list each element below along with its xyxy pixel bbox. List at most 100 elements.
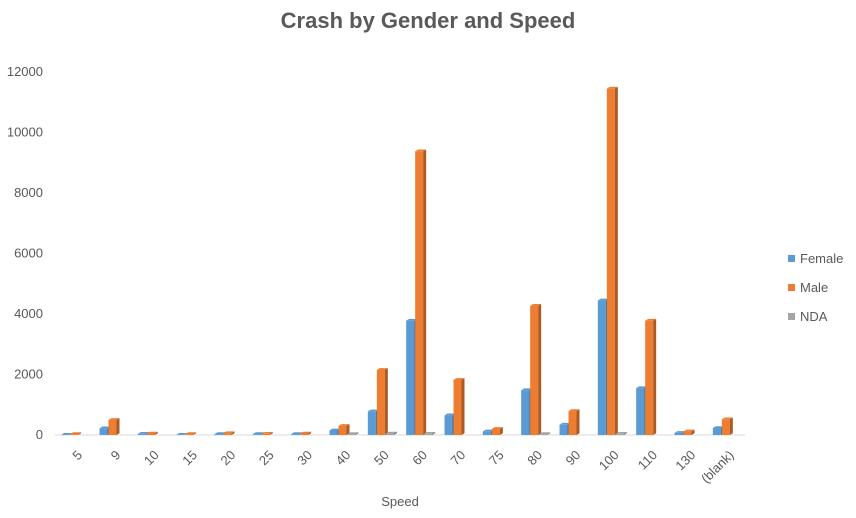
legend-label: NDA <box>800 309 828 324</box>
bar-side <box>538 304 542 435</box>
bar-top <box>338 424 350 426</box>
x-tick-label: 5 <box>69 447 85 463</box>
bar-top <box>530 304 542 306</box>
bar-face <box>539 434 548 435</box>
bar-side <box>116 418 120 435</box>
bar-face <box>645 320 654 435</box>
bar-male-100 <box>606 86 618 436</box>
x-tick-label: 110 <box>635 447 660 472</box>
bar-top <box>214 432 226 435</box>
bar-face <box>424 433 433 435</box>
x-tick-label: 25 <box>256 447 277 468</box>
bar-side <box>576 409 580 435</box>
bar-side <box>461 378 465 435</box>
bar-face <box>367 411 376 435</box>
bar-top <box>291 432 303 435</box>
legend-item-male: Male <box>788 280 828 295</box>
bar-male-30 <box>300 431 312 435</box>
bar-side <box>346 424 350 435</box>
bar-top <box>415 149 427 152</box>
bar-side <box>154 431 158 435</box>
bar-face <box>223 433 232 435</box>
x-tick-label: 100 <box>596 447 622 473</box>
bar-top <box>329 428 341 431</box>
bar-top <box>606 86 618 89</box>
bar-top <box>61 433 73 435</box>
y-tick-label: 0 <box>36 427 43 442</box>
chart-title: Crash by Gender and Speed <box>280 8 576 33</box>
bar-top <box>453 378 465 380</box>
bar-face <box>415 151 424 435</box>
bar-face <box>70 434 79 435</box>
bar-top <box>645 318 657 321</box>
bar-top <box>99 426 111 429</box>
bar-side <box>308 431 312 435</box>
x-tick-label: 130 <box>672 447 698 473</box>
bar-male-blank <box>721 417 733 435</box>
bar-nda-80 <box>539 432 551 435</box>
bar-face <box>108 419 117 435</box>
bar-male-9 <box>108 418 120 435</box>
bar-side <box>355 432 359 435</box>
bar-side <box>432 431 436 435</box>
bar-top <box>491 427 503 429</box>
bar-side <box>653 318 657 435</box>
bar-top <box>683 429 695 432</box>
x-axis-ticks: 5 9 10 15 20 25 30 40 50 60 70 75 80 90 100 110 130 (blan… <box>69 447 736 486</box>
bar-top <box>482 429 494 432</box>
bar-face <box>338 425 347 435</box>
bar-face <box>521 390 530 435</box>
x-tick-label: 20 <box>218 447 239 468</box>
bar-side <box>547 432 551 435</box>
bar-nda-40 <box>347 432 359 435</box>
bar-top <box>108 418 120 420</box>
bar-side <box>193 432 197 435</box>
bar-face <box>329 430 338 435</box>
bar-male-15 <box>185 432 197 435</box>
bar-male-75 <box>491 427 503 435</box>
bar-male-5 <box>70 432 82 435</box>
bar-top <box>261 431 273 434</box>
bar-top <box>347 432 359 435</box>
y-tick-label: 2000 <box>14 367 43 382</box>
bar-face <box>261 433 270 435</box>
bar-top <box>385 431 397 434</box>
y-tick-label: 8000 <box>14 185 43 200</box>
x-tick-label: 70 <box>448 447 469 468</box>
bar-top <box>636 386 648 389</box>
legend-swatch <box>788 284 795 291</box>
bar-top <box>367 409 379 412</box>
bar-face <box>137 433 146 435</box>
bar-top <box>137 431 149 434</box>
bar-top <box>712 426 724 429</box>
bar-face <box>636 388 645 435</box>
bar-top <box>146 431 158 434</box>
bar-top <box>539 432 551 435</box>
bar-side <box>231 431 235 435</box>
bar-face <box>376 369 385 435</box>
x-tick-label: 30 <box>294 447 315 468</box>
bar-top <box>615 431 627 434</box>
legend-label: Female <box>800 251 843 266</box>
bar-male-110 <box>645 318 657 435</box>
x-tick-label: 50 <box>371 447 392 468</box>
bar-face <box>146 433 155 435</box>
y-tick-label: 12000 <box>7 64 43 79</box>
bar-top <box>70 432 82 435</box>
bar-face <box>444 415 453 435</box>
bar-top <box>185 432 197 435</box>
bar-side <box>691 429 695 435</box>
x-tick-label: (blank) <box>698 447 737 486</box>
legend-swatch <box>788 313 795 320</box>
bar-face <box>674 432 683 435</box>
bar-face <box>482 431 491 435</box>
bar-top <box>559 422 571 425</box>
bar-top <box>521 388 533 391</box>
bar-side <box>78 432 82 435</box>
bar-male-60 <box>415 149 427 435</box>
legend-label: Male <box>800 280 828 295</box>
bar-male-10 <box>146 431 158 435</box>
bar-top <box>568 409 580 412</box>
y-tick-label: 10000 <box>7 125 43 140</box>
bar-male-40 <box>338 424 350 435</box>
